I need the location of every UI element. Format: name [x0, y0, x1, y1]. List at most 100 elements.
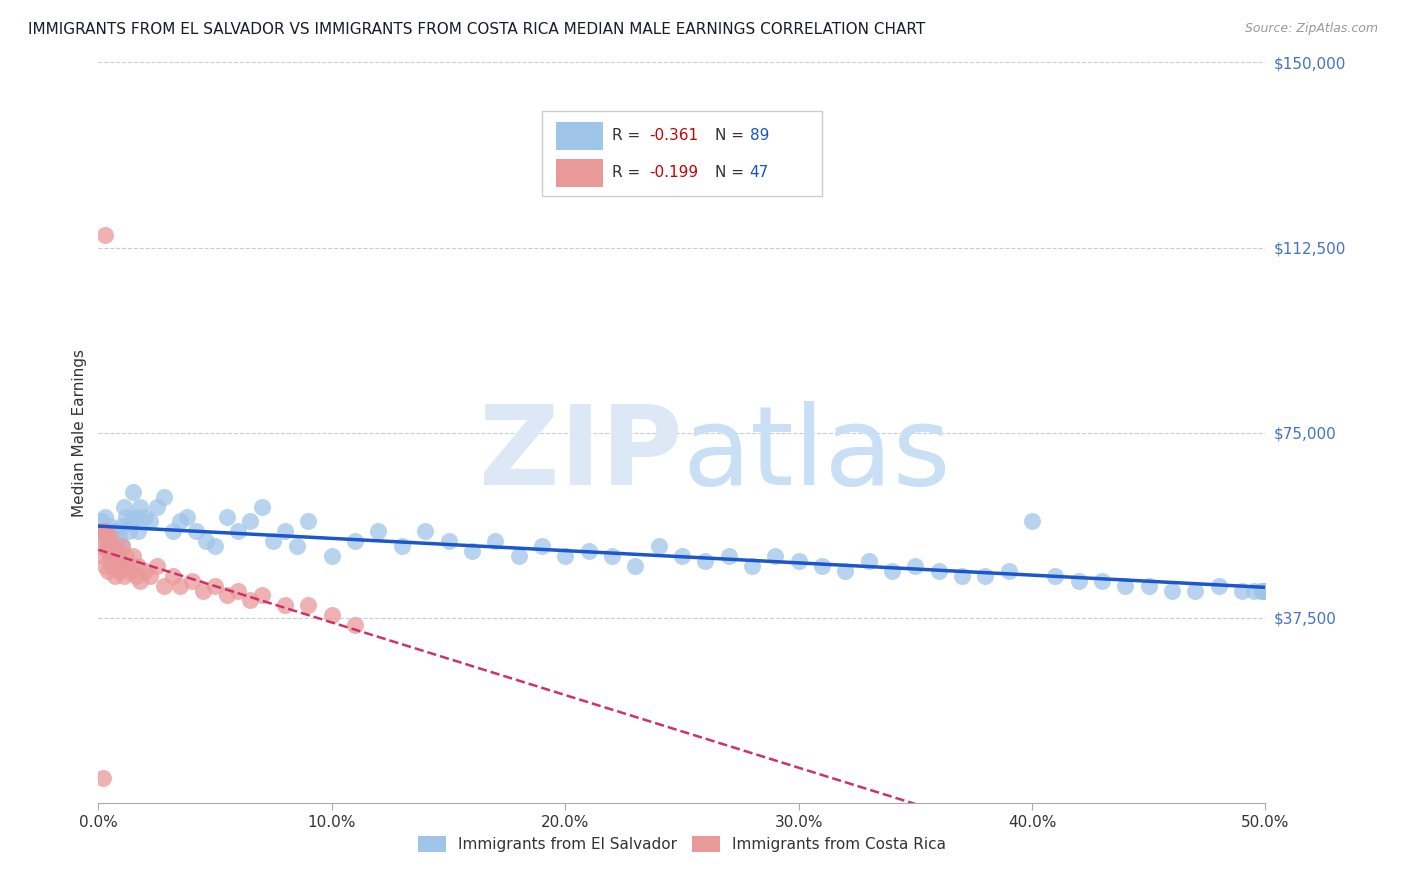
Point	[880, 564, 903, 578]
Point	[139, 568, 162, 582]
Point	[811, 558, 834, 573]
Point	[98, 549, 121, 563]
Point	[297, 515, 319, 529]
Point	[94, 558, 117, 573]
Point	[186, 524, 208, 539]
FancyBboxPatch shape	[555, 121, 603, 150]
Point	[250, 500, 273, 514]
Text: N =: N =	[714, 128, 748, 144]
Point	[134, 564, 156, 578]
Point	[461, 544, 484, 558]
Point	[125, 568, 148, 582]
Point	[97, 544, 120, 558]
Point	[262, 534, 284, 549]
Point	[215, 589, 238, 603]
Point	[94, 509, 117, 524]
Point	[134, 509, 156, 524]
Point	[152, 490, 174, 504]
Point	[763, 549, 786, 563]
Point	[997, 564, 1019, 578]
Point	[274, 599, 297, 613]
Point	[437, 534, 460, 549]
Point	[1250, 583, 1272, 598]
Point	[834, 564, 856, 578]
Text: 47: 47	[749, 165, 769, 180]
Point	[1230, 583, 1253, 598]
Point	[508, 549, 530, 563]
Text: IMMIGRANTS FROM EL SALVADOR VS IMMIGRANTS FROM COSTA RICA MEDIAN MALE EARNINGS C: IMMIGRANTS FROM EL SALVADOR VS IMMIGRANT…	[28, 22, 925, 37]
Point	[104, 549, 127, 563]
Point	[129, 574, 152, 588]
Point	[1251, 583, 1274, 598]
Point	[101, 524, 124, 539]
Point	[90, 524, 112, 539]
Point	[98, 529, 121, 543]
Point	[1254, 583, 1277, 598]
Text: 89: 89	[749, 128, 769, 144]
Point	[115, 549, 138, 563]
Point	[94, 534, 117, 549]
Point	[105, 558, 128, 573]
Point	[1184, 583, 1206, 598]
Point	[204, 579, 226, 593]
Point	[413, 524, 436, 539]
Point	[1045, 568, 1067, 582]
Point	[1208, 579, 1230, 593]
Point	[321, 608, 343, 623]
Point	[250, 589, 273, 603]
Point	[1091, 574, 1114, 588]
FancyBboxPatch shape	[541, 111, 823, 195]
Point	[129, 500, 152, 514]
Point	[97, 564, 120, 578]
Point	[787, 554, 810, 568]
Point	[928, 564, 950, 578]
Point	[297, 599, 319, 613]
Point	[91, 771, 114, 785]
Point	[162, 524, 184, 539]
Point	[97, 529, 120, 543]
Point	[101, 539, 124, 553]
Point	[101, 539, 124, 553]
Point	[122, 549, 145, 563]
Point	[228, 583, 250, 598]
Point	[176, 509, 198, 524]
Text: -0.199: -0.199	[650, 165, 699, 180]
Point	[391, 539, 413, 553]
Point	[90, 539, 112, 553]
Point	[91, 524, 114, 539]
Point	[904, 558, 927, 573]
Point	[152, 579, 174, 593]
Point	[90, 515, 112, 529]
Point	[194, 534, 217, 549]
Point	[1114, 579, 1136, 593]
Point	[1161, 583, 1184, 598]
Point	[104, 568, 127, 582]
Point	[228, 524, 250, 539]
Point	[344, 618, 367, 632]
Point	[108, 564, 131, 578]
Point	[344, 534, 367, 549]
Point	[104, 534, 127, 549]
Point	[169, 515, 191, 529]
Point	[105, 554, 128, 568]
Point	[321, 549, 343, 563]
Point	[1021, 515, 1043, 529]
Point	[647, 539, 669, 553]
Point	[125, 509, 148, 524]
Legend: Immigrants from El Salvador, Immigrants from Costa Rica: Immigrants from El Salvador, Immigrants …	[412, 830, 952, 858]
Point	[484, 534, 506, 549]
Point	[1067, 574, 1090, 588]
Point	[101, 558, 124, 573]
Point	[1137, 579, 1160, 593]
Point	[239, 593, 262, 607]
Point	[239, 515, 262, 529]
Point	[717, 549, 740, 563]
Point	[105, 544, 128, 558]
Point	[215, 509, 238, 524]
Point	[193, 583, 215, 598]
Point	[169, 579, 191, 593]
Point	[180, 574, 202, 588]
Point	[108, 529, 131, 543]
Point	[858, 554, 880, 568]
Point	[274, 524, 297, 539]
